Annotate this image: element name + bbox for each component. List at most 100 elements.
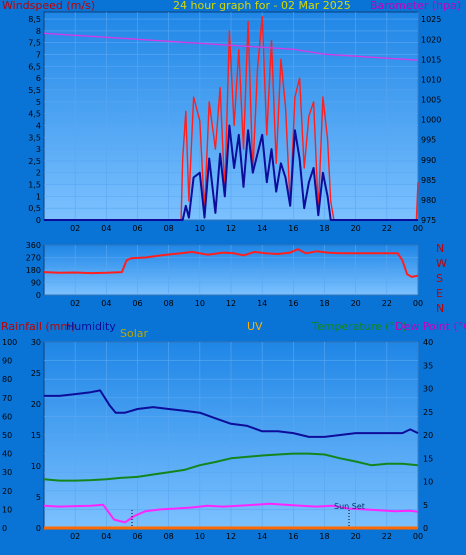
x-tick-label: 00: [413, 532, 423, 541]
barometer-tick-label: 975: [421, 216, 436, 225]
compass-s: S: [436, 272, 443, 285]
compass-n-top: N: [436, 242, 444, 255]
x-tick-label: 02: [70, 299, 80, 308]
direction-tick-label: 90: [31, 279, 41, 288]
humidity-tick-label: 60: [2, 412, 12, 421]
windspeed-tick-label: 1: [36, 192, 41, 201]
compass-n-bottom: N: [436, 302, 444, 315]
x-tick-label: 18: [319, 299, 329, 308]
humidity-tick-label: 80: [2, 375, 12, 384]
temperature-tick-label: 20: [423, 431, 433, 440]
x-tick-label: 22: [382, 299, 392, 308]
x-tick-label: 12: [226, 299, 236, 308]
x-tick-label: 22: [382, 532, 392, 541]
x-tick-label: 14: [257, 299, 267, 308]
x-tick-label: 10: [195, 224, 205, 233]
humidity-tick-label: 20: [2, 487, 12, 496]
x-tick-label: 08: [164, 299, 174, 308]
x-tick-label: 02: [70, 224, 80, 233]
chart-marks: [43, 16, 419, 530]
x-tick-label: 06: [132, 299, 142, 308]
humidity-axis-title: Humidity: [66, 320, 116, 333]
barometer-axis-title: Barometer (hpa): [370, 0, 461, 12]
x-tick-label: 08: [164, 532, 174, 541]
rainfall-tick-label: 15: [31, 431, 41, 440]
rainfall-tick-label: 5: [36, 493, 41, 502]
x-tick-label: 22: [382, 224, 392, 233]
windspeed-tick-label: 2,5: [28, 157, 41, 166]
windspeed-tick-label: 8,5: [28, 15, 41, 24]
dewpoint-series-line: [43, 502, 419, 524]
compass-e: E: [436, 287, 443, 300]
rainfall-tick-label: 20: [31, 400, 41, 409]
barometer-tick-label: 1020: [421, 35, 441, 44]
x-tick-label: 04: [101, 532, 111, 541]
temperature-tick-label: 5: [423, 501, 428, 510]
windspeed-tick-label: 5: [36, 98, 41, 107]
x-tick-label: 04: [101, 299, 111, 308]
grid-lines: [44, 12, 419, 529]
barometer-series-line: [43, 32, 419, 61]
temperature-tick-label: 40: [423, 338, 433, 347]
windspeed-tick-label: 2: [36, 169, 41, 178]
dewpoint-axis-title: Dew Point (°C): [395, 320, 466, 333]
x-tick-label: 02: [70, 532, 80, 541]
x-tick-label: 16: [288, 299, 298, 308]
windspeed-tick-label: 0: [36, 216, 41, 225]
x-tick-label: 14: [257, 224, 267, 233]
temperature-tick-label: 10: [423, 478, 433, 487]
humidity-tick-label: 0: [2, 524, 7, 533]
x-tick-label: 20: [351, 299, 361, 308]
barometer-tick-label: 980: [421, 196, 436, 205]
temperature-series-line: [43, 452, 419, 482]
uv-label: UV: [247, 320, 263, 333]
rainfall-tick-label: 25: [31, 369, 41, 378]
compass-w: W: [436, 257, 447, 270]
windspeed-tick-label: 4: [36, 121, 41, 130]
temperature-tick-label: 15: [423, 454, 433, 463]
direction-tick-label: 180: [26, 266, 41, 275]
windspeed-tick-label: 6: [36, 74, 41, 83]
rainfall-axis-title: Rainfall (mm): [1, 320, 75, 333]
barometer-tick-label: 1000: [421, 116, 441, 125]
humidity-tick-label: 30: [2, 468, 12, 477]
x-tick-label: 10: [195, 532, 205, 541]
x-tick-label: 20: [351, 224, 361, 233]
direction-tick-label: 0: [36, 291, 41, 300]
x-tick-label: 06: [132, 532, 142, 541]
x-tick-label: 00: [413, 224, 423, 233]
chart-title: 24 hour graph for - 02 Mar 2025: [173, 0, 351, 12]
humidity-tick-label: 100: [2, 338, 17, 347]
humidity-tick-label: 50: [2, 431, 12, 440]
x-tick-label: 18: [319, 224, 329, 233]
x-tick-label: 12: [226, 224, 236, 233]
windspeed-tick-label: 1,5: [28, 181, 41, 190]
direction-series-line: [43, 248, 419, 278]
temperature-tick-label: 0: [423, 524, 428, 533]
barometer-tick-label: 1015: [421, 55, 441, 64]
barometer-tick-label: 995: [421, 136, 436, 145]
humidity-tick-label: 70: [2, 394, 12, 403]
x-tick-label: 16: [288, 532, 298, 541]
barometer-tick-label: 1010: [421, 75, 441, 84]
barometer-tick-label: 990: [421, 156, 436, 165]
windspeed-tick-label: 7: [36, 51, 41, 60]
x-tick-label: 16: [288, 224, 298, 233]
windspeed-tick-label: 0,5: [28, 204, 41, 213]
windspeed-tick-label: 3,5: [28, 133, 41, 142]
direction-tick-label: 270: [26, 254, 41, 263]
windspeed-tick-label: 3: [36, 145, 41, 154]
barometer-tick-label: 1025: [421, 15, 441, 24]
wind-axis-title: Windspeed (m/s): [2, 0, 95, 12]
rainfall-tick-label: 30: [31, 338, 41, 347]
x-tick-label: 10: [195, 299, 205, 308]
temperature-tick-label: 35: [423, 361, 433, 370]
x-tick-label: 18: [319, 532, 329, 541]
humidity-tick-label: 90: [2, 357, 12, 366]
sunset-label: Sun Set: [334, 502, 365, 511]
x-tick-label: 20: [351, 532, 361, 541]
windspeed-series-line: [44, 124, 418, 221]
humidity-series-line: [44, 389, 419, 438]
direction-tick-label: 360: [26, 241, 41, 250]
x-tick-label: 12: [226, 532, 236, 541]
